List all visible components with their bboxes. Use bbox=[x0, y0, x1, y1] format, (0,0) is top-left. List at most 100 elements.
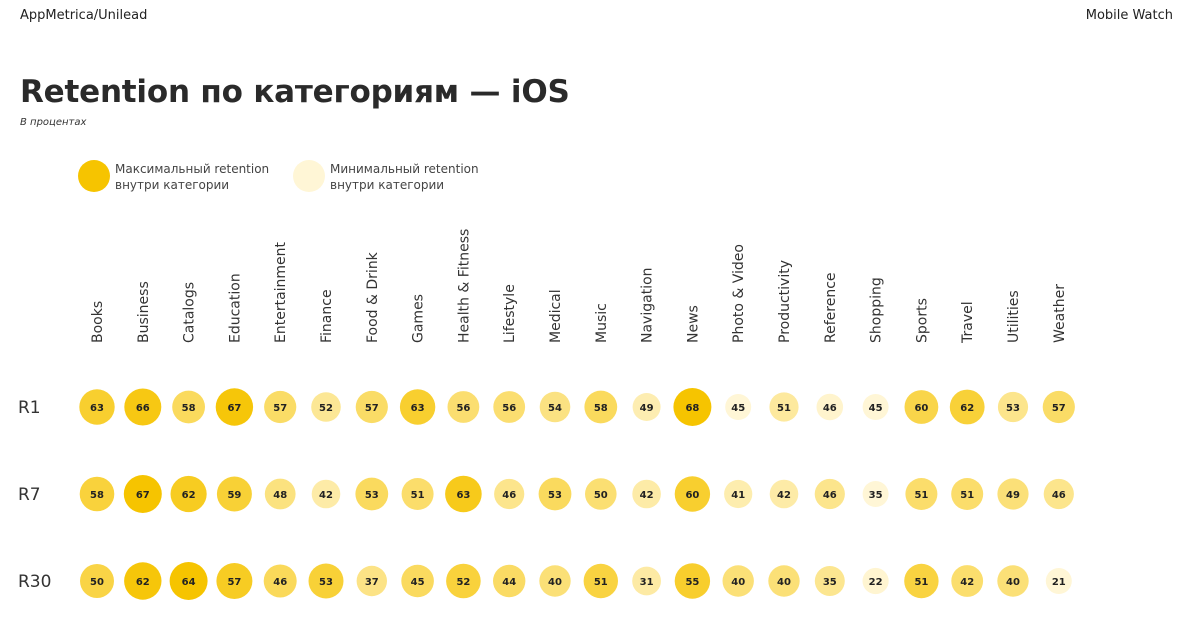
bubble bbox=[904, 390, 939, 424]
value-label: 46 bbox=[502, 490, 516, 501]
row-label: R7 bbox=[18, 485, 41, 505]
bubble bbox=[538, 477, 572, 511]
bubble bbox=[216, 563, 253, 599]
category-label: Education bbox=[227, 273, 243, 343]
bubble bbox=[904, 563, 939, 599]
value-label: 46 bbox=[823, 403, 837, 414]
bubble bbox=[724, 479, 753, 509]
bubble bbox=[355, 477, 389, 511]
bubble bbox=[768, 565, 800, 597]
bubble bbox=[355, 390, 388, 424]
value-label: 60 bbox=[914, 403, 928, 414]
value-label: 50 bbox=[90, 577, 104, 588]
value-label: 42 bbox=[777, 490, 791, 501]
source-label: AppMetrica/Unilead bbox=[20, 8, 148, 23]
value-label: 58 bbox=[182, 403, 196, 414]
legend-min-label: Минимальный retention внутри категории bbox=[330, 162, 479, 192]
bubble bbox=[494, 478, 525, 510]
value-label: 51 bbox=[914, 490, 928, 501]
value-label: 46 bbox=[273, 577, 287, 588]
value-label: 45 bbox=[731, 403, 745, 414]
bubble bbox=[447, 391, 480, 423]
bubble bbox=[401, 478, 434, 510]
category-label: Travel bbox=[960, 301, 976, 344]
bubble bbox=[674, 563, 711, 599]
value-label: 67 bbox=[227, 403, 241, 414]
bubble bbox=[951, 565, 984, 597]
value-label: 35 bbox=[869, 490, 883, 501]
value-label: 55 bbox=[685, 577, 699, 588]
bubble bbox=[905, 478, 938, 510]
category-label: News bbox=[685, 305, 701, 343]
category-label: Productivity bbox=[777, 260, 793, 343]
value-label: 53 bbox=[548, 490, 562, 501]
value-label: 52 bbox=[456, 577, 470, 588]
value-label: 53 bbox=[365, 490, 379, 501]
bubble bbox=[311, 479, 341, 509]
bubble bbox=[862, 394, 889, 420]
value-label: 57 bbox=[1052, 403, 1066, 414]
bubble bbox=[722, 565, 754, 597]
value-label: 49 bbox=[640, 403, 654, 414]
bubble bbox=[79, 389, 115, 425]
value-label: 31 bbox=[640, 577, 654, 588]
value-label: 58 bbox=[594, 403, 608, 414]
bubble bbox=[169, 562, 208, 600]
bubble bbox=[80, 564, 114, 598]
bubble bbox=[814, 566, 845, 596]
bubble bbox=[1043, 478, 1074, 510]
bubble bbox=[769, 479, 799, 509]
value-label: 56 bbox=[502, 403, 516, 414]
value-label: 51 bbox=[914, 577, 928, 588]
bubble bbox=[632, 393, 661, 421]
bubble bbox=[997, 565, 1029, 597]
value-label: 53 bbox=[319, 577, 333, 588]
category-label: Photo & Video bbox=[731, 244, 747, 343]
bubble bbox=[124, 388, 162, 426]
bubble bbox=[1045, 568, 1072, 594]
bubble bbox=[816, 393, 844, 421]
bubble bbox=[264, 478, 296, 510]
bubble bbox=[769, 392, 799, 422]
value-label: 37 bbox=[365, 577, 379, 588]
value-label: 40 bbox=[777, 577, 791, 588]
value-label: 50 bbox=[594, 490, 608, 501]
value-label: 46 bbox=[823, 490, 837, 501]
value-label: 51 bbox=[594, 577, 608, 588]
value-label: 42 bbox=[319, 490, 333, 501]
bubble bbox=[584, 390, 618, 424]
bubble bbox=[445, 475, 482, 513]
bubble bbox=[862, 481, 889, 507]
bubble bbox=[172, 390, 206, 424]
value-label: 51 bbox=[777, 403, 791, 414]
value-label: 53 bbox=[1006, 403, 1020, 414]
bubble bbox=[170, 475, 207, 513]
value-label: 46 bbox=[1052, 490, 1066, 501]
bubble bbox=[1042, 390, 1075, 424]
legend-min-swatch bbox=[293, 160, 325, 192]
bubble bbox=[308, 563, 344, 599]
bubble bbox=[399, 389, 436, 425]
value-label: 62 bbox=[136, 577, 150, 588]
value-label: 63 bbox=[456, 490, 470, 501]
value-label: 58 bbox=[90, 490, 104, 501]
bubble bbox=[585, 478, 617, 510]
bubble bbox=[949, 389, 985, 425]
value-label: 45 bbox=[411, 577, 425, 588]
chart-title: Retention по категориям — iOS bbox=[20, 74, 570, 110]
bubble bbox=[862, 567, 889, 595]
value-label: 21 bbox=[1052, 577, 1066, 588]
value-label: 41 bbox=[731, 490, 745, 501]
value-label: 62 bbox=[960, 403, 974, 414]
bubble bbox=[215, 388, 254, 426]
legend-max-swatch bbox=[78, 160, 110, 192]
bubble bbox=[539, 565, 571, 597]
bubble bbox=[493, 564, 526, 598]
row-label: R1 bbox=[18, 398, 41, 418]
value-label: 42 bbox=[640, 490, 654, 501]
category-label: Food & Drink bbox=[365, 251, 381, 343]
brand-label: Mobile Watch bbox=[1085, 8, 1173, 23]
bubble bbox=[493, 391, 526, 423]
bubble bbox=[264, 390, 297, 424]
value-label: 57 bbox=[365, 403, 379, 414]
